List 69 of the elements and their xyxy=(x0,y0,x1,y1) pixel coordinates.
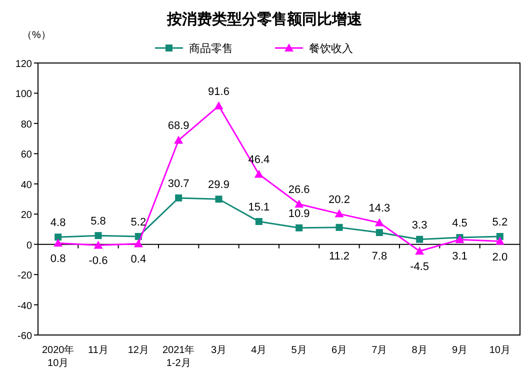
data-label: 20.2 xyxy=(328,194,350,206)
legend-label: 餐饮收入 xyxy=(309,42,353,55)
point xyxy=(134,239,143,248)
data-label: 91.6 xyxy=(208,86,230,98)
data-label: 68.9 xyxy=(168,120,190,132)
y-tick-label: 0 xyxy=(26,240,32,252)
point xyxy=(415,246,424,255)
data-label: 29.9 xyxy=(208,179,230,192)
data-label: 7.8 xyxy=(372,250,388,262)
point xyxy=(255,218,262,226)
point xyxy=(174,136,184,144)
data-label: 14.3 xyxy=(368,202,390,215)
point xyxy=(495,236,504,245)
data-label: 0.4 xyxy=(130,254,146,266)
data-label: 4.8 xyxy=(50,217,66,230)
x-tick-label: 10月 xyxy=(489,345,510,356)
point xyxy=(336,224,343,231)
point xyxy=(94,240,103,249)
y-tick-label: -60 xyxy=(18,331,32,342)
x-tick-label: 12月 xyxy=(128,345,149,356)
data-label: 26.6 xyxy=(288,184,310,196)
y-tick-label: 120 xyxy=(15,59,32,70)
x-tick-label: 7月 xyxy=(372,345,388,356)
data-label: 5.8 xyxy=(90,216,106,228)
x-tick-label: 3月 xyxy=(210,345,227,356)
data-label: 5.2 xyxy=(130,216,146,228)
data-label: 30.7 xyxy=(168,178,190,190)
point xyxy=(54,238,63,247)
x-tick-label: 4月 xyxy=(251,345,267,356)
y-tick-label: 40 xyxy=(20,180,32,191)
x-tick-label: 11月 xyxy=(88,345,108,356)
x-tick-label: 6月 xyxy=(331,345,348,356)
y-axis-title: （%） xyxy=(22,30,51,41)
x-tick-label: 8月 xyxy=(412,345,428,356)
data-label: 10.9 xyxy=(288,208,310,220)
y-tick-label: 80 xyxy=(20,119,32,130)
data-label: 5.2 xyxy=(492,216,508,228)
point xyxy=(254,170,264,178)
data-label: 2.0 xyxy=(492,251,508,264)
y-tick-label: 60 xyxy=(20,150,32,161)
chart-title: 按消费类型分零售额同比增速 xyxy=(166,10,363,28)
legend-label: 商品零售 xyxy=(189,42,233,55)
point xyxy=(214,101,224,110)
data-label: 15.1 xyxy=(248,202,270,214)
y-tick-label: -20 xyxy=(18,270,32,282)
data-label: 11.2 xyxy=(328,250,350,262)
point xyxy=(294,200,304,208)
data-label: 0.8 xyxy=(50,253,66,266)
point xyxy=(215,196,222,203)
data-label: -4.5 xyxy=(410,261,430,274)
point xyxy=(175,194,182,202)
y-tick-label: 100 xyxy=(15,89,32,100)
data-label: -0.6 xyxy=(88,255,108,268)
x-tick-label: 2021年 1-2月 xyxy=(162,344,195,369)
x-tick-label: 9月 xyxy=(452,345,468,356)
point xyxy=(374,218,384,226)
y-tick-label: -40 xyxy=(18,300,32,312)
data-label: 4.5 xyxy=(452,218,468,230)
point xyxy=(376,229,383,236)
data-label: 3.1 xyxy=(452,250,468,262)
point xyxy=(54,234,62,241)
point xyxy=(334,209,344,218)
point xyxy=(296,224,303,232)
x-tick-label: 2020年 10月 xyxy=(42,344,74,369)
x-tick-label: 5月 xyxy=(291,345,307,356)
point xyxy=(94,232,102,240)
data-label: 3.3 xyxy=(412,219,428,232)
point xyxy=(416,236,424,243)
y-tick-label: 20 xyxy=(20,210,32,222)
